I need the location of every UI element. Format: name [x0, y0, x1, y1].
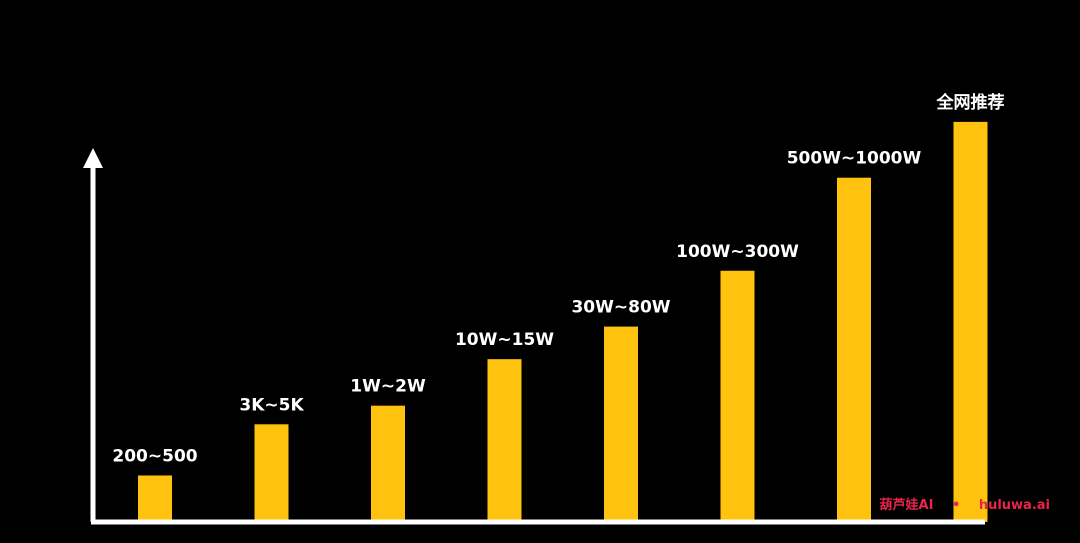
bar-2 [371, 405, 405, 522]
bar-label-7: 全网推荐 [936, 92, 1005, 113]
watermark-separator: • [951, 498, 961, 513]
bar-1 [254, 424, 289, 522]
bar-label-6: 500W~1000W [787, 149, 922, 169]
y-axis-arrow [83, 148, 103, 168]
watermark: 葫芦娃AI • huluwa.ai [880, 494, 1050, 513]
bars-group [138, 121, 988, 522]
bar-label-1: 3K~5K [239, 395, 304, 415]
bar-label-5: 100W~300W [676, 242, 799, 262]
watermark-brand: 葫芦娃AI [879, 498, 934, 513]
watermark-site: huluwa.ai [978, 498, 1050, 513]
bar-label-3: 10W~15W [455, 330, 554, 350]
bar-label-4: 30W~80W [571, 298, 670, 318]
bar-label-0: 200~500 [112, 446, 197, 466]
bar-5 [720, 270, 755, 522]
bar-4 [604, 326, 638, 522]
bar-6 [837, 177, 871, 522]
bar-label-2: 1W~2W [350, 377, 426, 397]
bar-7 [953, 121, 988, 522]
bar-0 [138, 475, 172, 522]
bar-labels-group: 200~500 3K~5K 1W~2W 10W~15W 30W~80W 100W~300W… [112, 92, 1004, 467]
bar-3 [487, 359, 522, 522]
